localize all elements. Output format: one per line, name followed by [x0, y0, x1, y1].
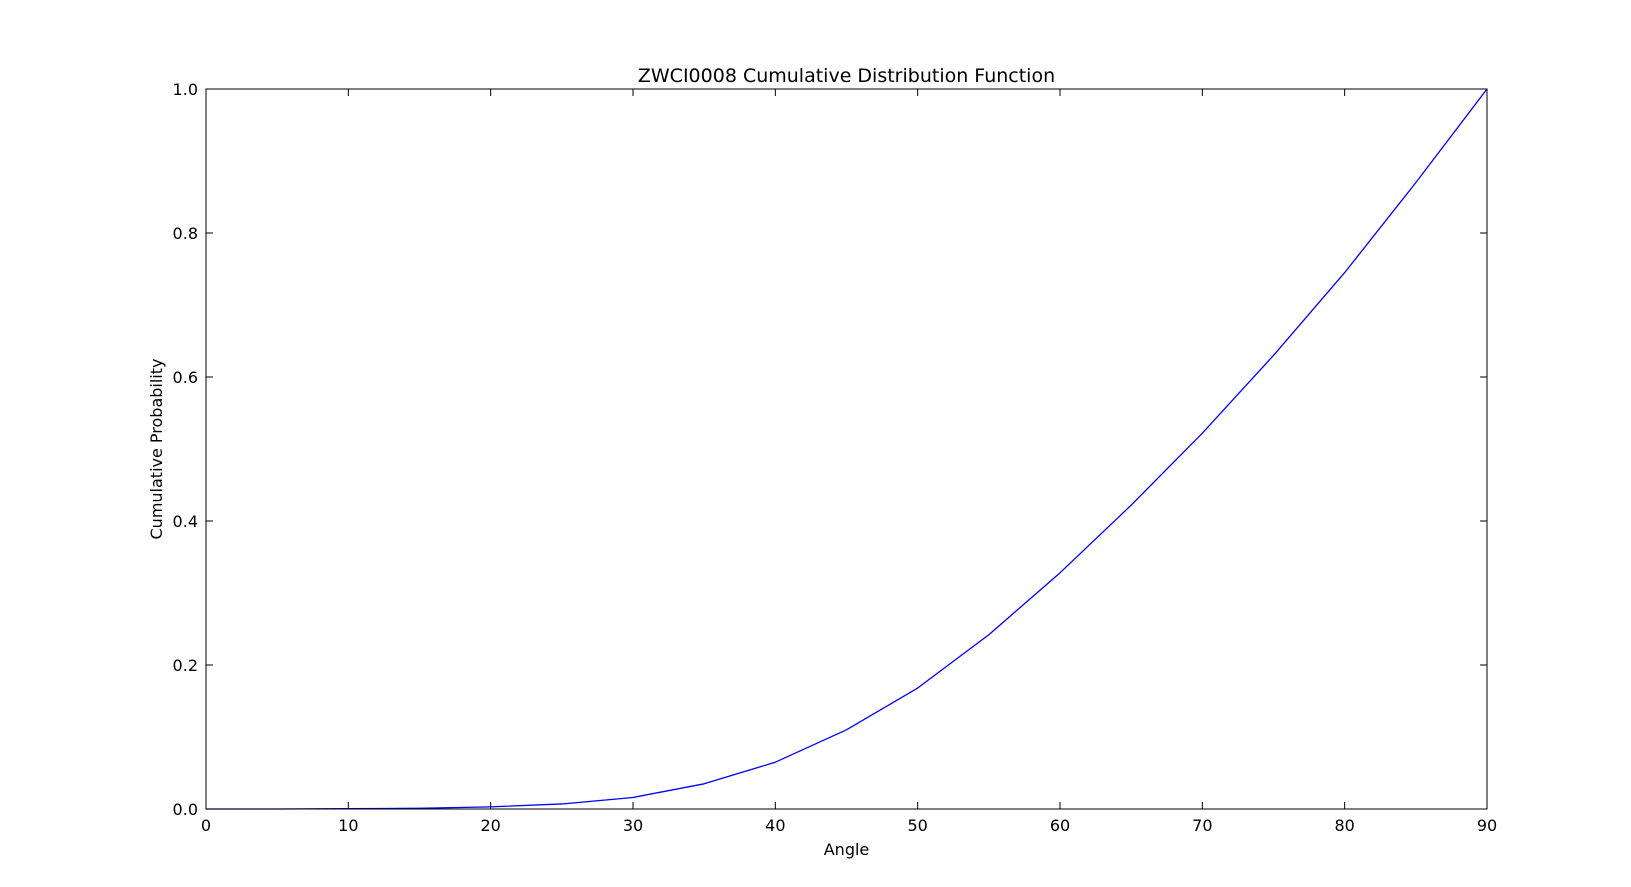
x-tick-label: 80 — [1334, 816, 1354, 835]
plot-frame — [205, 88, 1488, 810]
y-tick-label: 0.4 — [173, 512, 198, 531]
x-tick-label: 70 — [1192, 816, 1212, 835]
x-tick-label: 20 — [480, 816, 500, 835]
y-tick-label: 0.6 — [173, 368, 198, 387]
y-tick-label: 0.8 — [173, 224, 198, 243]
y-tick-label: 1.0 — [173, 80, 198, 99]
series-layer — [206, 88, 1488, 810]
cdf-series-line — [206, 88, 1488, 810]
x-tick-label: 10 — [338, 816, 358, 835]
plot-background — [206, 89, 1487, 809]
y-axis-ticks: 0.0 0.2 0.4 0.6 0.8 1.0 — [173, 80, 1487, 819]
x-tick-label: 50 — [907, 816, 927, 835]
x-tick-label: 90 — [1477, 816, 1497, 835]
x-axis-ticks: 0 10 20 30 40 50 60 70 80 90 — [201, 89, 1497, 835]
x-tick-label: 0 — [201, 816, 211, 835]
x-axis-label: Angle — [824, 840, 870, 859]
chart-title: ZWCI0008 Cumulative Distribution Functio… — [638, 65, 1055, 87]
x-tick-label: 40 — [765, 816, 785, 835]
x-tick-label: 60 — [1050, 816, 1070, 835]
x-tick-label: 30 — [623, 816, 643, 835]
y-tick-label: 0.2 — [173, 656, 198, 675]
y-axis-label: Cumulative Probability — [147, 359, 166, 540]
y-tick-label: 0.0 — [173, 800, 198, 819]
